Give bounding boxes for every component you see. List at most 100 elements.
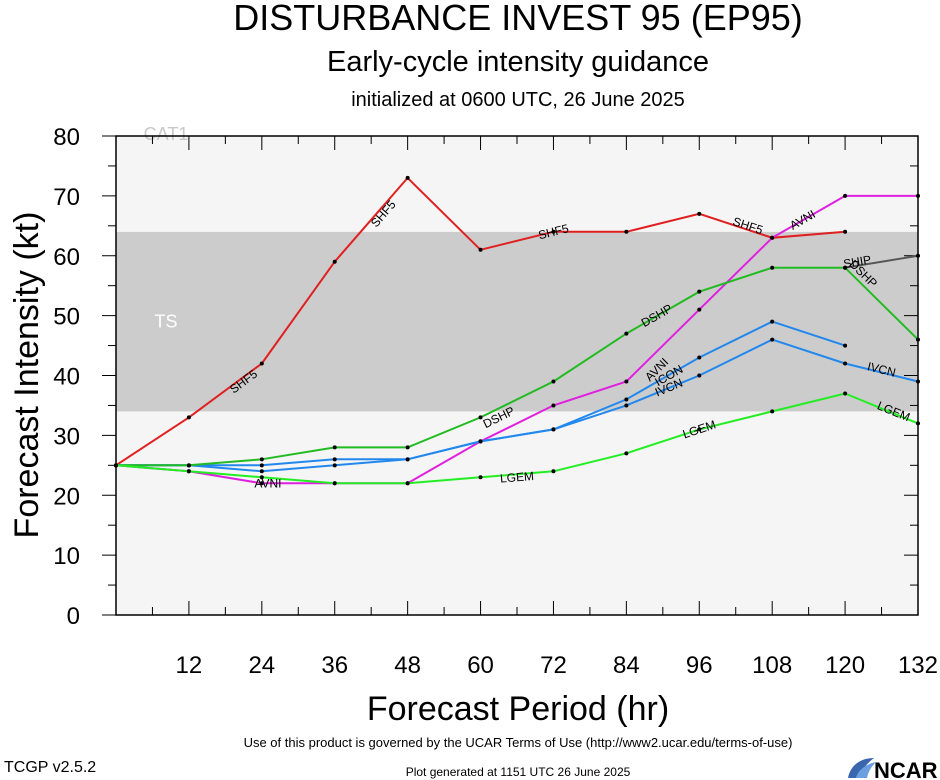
- series-point-icon: [770, 319, 775, 324]
- series-lines: [114, 175, 920, 486]
- series-point-shf5: [697, 211, 702, 216]
- series-point-avni: [551, 403, 556, 408]
- y-tick-label: 20: [53, 483, 80, 510]
- x-tick-label: 108: [752, 652, 792, 679]
- y-tick-label: 10: [53, 543, 80, 570]
- series-point-icon: [843, 343, 848, 348]
- y-axis-label: Forecast Intensity (kt): [8, 212, 46, 539]
- series-point-ivcn: [551, 427, 556, 432]
- series-point-ivcn: [770, 337, 775, 342]
- series-point-ship: [916, 253, 920, 258]
- series-point-avni: [770, 235, 775, 240]
- series-point-dshp: [405, 445, 410, 450]
- series-line-dshp: [116, 266, 919, 467]
- series-point-shf5: [405, 175, 410, 180]
- series-point-shf5: [259, 361, 264, 366]
- series-label-avni: AVNI: [254, 476, 281, 490]
- axes: 0 10 20 30 40 50 60 70 80 12 24 36 48 60 72 84 96 108 120 1…: [53, 124, 938, 679]
- ncar-logo: NCAR: [848, 758, 938, 780]
- series-point-ship: [843, 265, 848, 270]
- series-point-lgem: [770, 409, 775, 414]
- series-label-lgem: LGEM: [499, 469, 534, 486]
- ncar-logo-text: NCAR: [874, 758, 938, 780]
- band-label-cat1: CAT1: [144, 124, 189, 144]
- y-tick-label: 30: [53, 423, 80, 450]
- x-tick-label: 24: [248, 652, 275, 679]
- terms-text: Use of this product is governed by the U…: [244, 735, 793, 750]
- y-tick-label: 0: [67, 603, 80, 630]
- x-tick-label: 60: [467, 652, 494, 679]
- band-ts: [116, 231, 918, 412]
- ncar-logo-mark: [848, 758, 874, 778]
- band-cat1: [116, 136, 918, 232]
- series-point-shf5: [551, 229, 556, 234]
- series-point-lgem: [405, 481, 410, 486]
- series-point-avni: [697, 307, 702, 312]
- chart-subtitle: Early-cycle intensity guidance: [327, 46, 709, 78]
- series-point-ivcn: [624, 403, 629, 408]
- series-point-shf5: [332, 259, 337, 264]
- series-point-lgem: [916, 421, 920, 426]
- band-label-ts: TS: [154, 312, 177, 332]
- series-point-shf5: [478, 247, 483, 252]
- series-point-dshp: [697, 289, 702, 294]
- series-point-lgem: [332, 481, 337, 486]
- series-point-shf5: [624, 229, 629, 234]
- series-point-dshp: [770, 265, 775, 270]
- generated-text: Plot generated at 1151 UTC 26 June 2025: [406, 765, 631, 779]
- series-point-lgem: [624, 451, 629, 456]
- series-point-ivcn: [332, 463, 337, 468]
- series-line-ship: [844, 254, 919, 269]
- chart-title: DISTURBANCE INVEST 95 (EP95): [233, 0, 803, 38]
- series-point-ivcn: [259, 469, 264, 474]
- series-point-avni: [916, 193, 920, 198]
- series-point-avni: [624, 379, 629, 384]
- intensity-bands: TS CAT1: [116, 124, 918, 412]
- series-point-lgem: [259, 475, 264, 480]
- series-point-lgem: [843, 391, 848, 396]
- series-point-ivcn: [697, 373, 702, 378]
- series-point-avni: [843, 193, 848, 198]
- series-point-ivcn: [843, 361, 848, 366]
- series-point-dshp: [332, 445, 337, 450]
- series-point-dshp: [551, 379, 556, 384]
- y-tick-label: 40: [53, 364, 80, 391]
- series-point-icon: [332, 457, 337, 462]
- series-point-icon: [697, 355, 702, 360]
- version-text: TCGP v2.5.2: [4, 759, 96, 776]
- series-point-lgem: [697, 427, 702, 432]
- series-point-shf5: [843, 229, 848, 234]
- series-line-avni: [115, 194, 918, 485]
- series-line-ivcn: [116, 338, 919, 473]
- x-tick-label: 84: [613, 652, 640, 679]
- series-point-dshp: [916, 337, 920, 342]
- x-tick-label: 132: [898, 652, 938, 679]
- series-point-icon: [259, 463, 264, 468]
- series-point-dshp: [624, 331, 629, 336]
- series-point-dshp: [259, 457, 264, 462]
- series-point-ivcn: [478, 439, 483, 444]
- x-tick-label: 120: [825, 652, 865, 679]
- series-line-lgem: [115, 392, 919, 485]
- series-point-lgem: [114, 463, 118, 468]
- series-label-ivcn: IVCN: [866, 359, 897, 379]
- series-label-ship: SHIP: [842, 253, 872, 271]
- series-point-dshp: [186, 463, 191, 468]
- series-point-icon: [624, 397, 629, 402]
- series-point-lgem: [478, 475, 483, 480]
- series-point-ivcn: [405, 457, 410, 462]
- y-tick-label: 50: [53, 304, 80, 331]
- x-tick-label: 96: [686, 652, 713, 679]
- series-point-lgem: [186, 469, 191, 474]
- series-point-ivcn: [916, 379, 920, 384]
- series-point-shf5: [186, 415, 191, 420]
- x-axis-label: Forecast Period (hr): [367, 690, 669, 728]
- x-tick-label: 72: [540, 652, 567, 679]
- x-tick-label: 12: [176, 652, 203, 679]
- x-tick-label: 36: [321, 652, 348, 679]
- chart-init-time: initialized at 0600 UTC, 26 June 2025: [351, 89, 685, 111]
- y-tick-label: 60: [53, 244, 80, 271]
- series-point-avni: [259, 481, 264, 486]
- y-tick-label: 70: [53, 184, 80, 211]
